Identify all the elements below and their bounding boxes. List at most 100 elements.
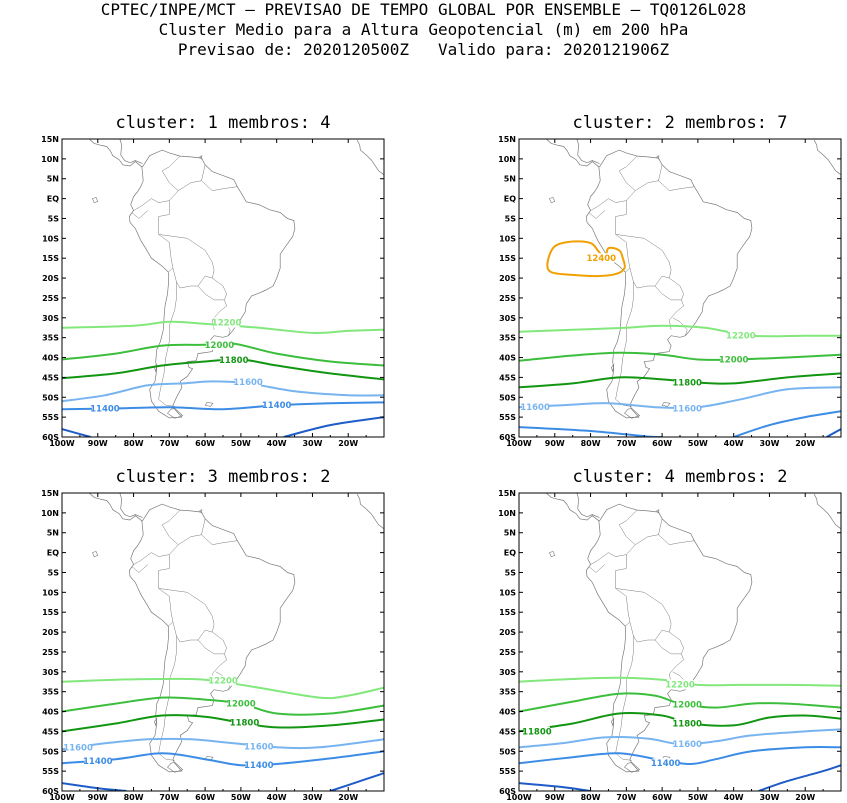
map-frame [518, 138, 842, 438]
lat-tick-label: 10N [41, 509, 59, 518]
contour-11200 [283, 416, 384, 437]
lat-tick-label: 5N [47, 529, 59, 538]
coastline-africa [356, 494, 384, 530]
island-outline [167, 762, 184, 773]
lat-tick-label: 50S [42, 747, 59, 756]
panel-4-title: cluster: 4 membros: 2 [572, 467, 788, 487]
country-border [212, 299, 227, 330]
country-border [608, 155, 638, 203]
lon-tick-label: 20W [795, 439, 815, 448]
country-border [669, 653, 684, 684]
lat-tick-label: 40S [499, 354, 516, 363]
header-title-line3: Previsao de: 2020120500Z Valido para: 20… [177, 40, 670, 59]
country-border [201, 180, 238, 191]
contour-label: 11600 [233, 378, 263, 388]
coastline-africa [813, 140, 841, 176]
header-title-line1: CPTEC/INPE/MCT — PREVISAO DE TEMPO GLOBA… [100, 0, 747, 19]
lon-tick-label: 30W [302, 793, 322, 802]
country-border [629, 622, 670, 643]
contour-11200 [62, 782, 127, 791]
country-border [615, 234, 672, 279]
coastline-south-america [585, 503, 753, 773]
coastline-south-america [128, 149, 296, 419]
contour-label: 11600 [244, 742, 274, 752]
lat-tick-label: 50S [499, 747, 516, 756]
lat-tick-label: 15N [41, 489, 59, 498]
contour-label: 11800 [672, 719, 702, 729]
country-border [654, 277, 684, 301]
country-border [172, 268, 213, 289]
lon-tick-label: 50W [231, 439, 251, 448]
lat-tick-label: EQ [47, 195, 59, 204]
island-outline [199, 509, 203, 514]
lat-tick-label: 40S [42, 354, 59, 363]
contour-label: 11400 [651, 759, 681, 769]
lat-tick-label: 35S [42, 688, 59, 697]
lon-tick-label: 80W [581, 793, 601, 802]
country-border [197, 277, 227, 301]
island-outline [656, 155, 660, 160]
lat-tick-label: 50S [42, 393, 59, 402]
lat-tick-label: EQ [47, 549, 59, 558]
lat-tick-label: 15S [42, 608, 59, 617]
lon-tick-label: 60W [652, 439, 672, 448]
lon-tick-label: 70W [159, 793, 179, 802]
lat-tick-label: 5S [505, 214, 517, 223]
country-border [635, 518, 663, 545]
lon-tick-label: 60W [195, 439, 215, 448]
country-border [158, 234, 215, 279]
island-outline [610, 717, 615, 727]
contour-11400 [733, 410, 841, 437]
lat-tick-label: 5N [504, 175, 516, 184]
country-border [158, 554, 174, 627]
country-border [590, 198, 609, 211]
country-border [658, 534, 695, 545]
contour-11200 [329, 772, 384, 791]
lon-tick-label: 80W [581, 439, 601, 448]
lon-tick-label: 70W [616, 439, 636, 448]
lat-tick-label: 55S [499, 413, 516, 422]
lon-tick-label: 20W [338, 793, 358, 802]
lat-tick-label: 10N [498, 155, 516, 164]
contour-label: 11400 [90, 404, 120, 414]
lat-tick-label: 35S [42, 334, 59, 343]
contour-label: 11800 [522, 727, 552, 737]
map-panel-2: 12400 12200 12000 11800 11600 11600 15N 10N 5N EQ… [498, 135, 842, 448]
country-border [615, 282, 634, 407]
contour-12000 [519, 351, 841, 362]
lat-tick-label: 50S [499, 393, 516, 402]
lat-tick-label: 45S [42, 727, 59, 736]
island-outline [624, 762, 641, 773]
lat-tick-label: 35S [499, 688, 516, 697]
country-border [588, 210, 606, 219]
lat-tick-label: 10S [499, 234, 516, 243]
coastline-central-america [88, 139, 143, 168]
contour-label: 11800 [672, 379, 702, 389]
contour-11200 [758, 764, 841, 791]
contour-label: 12000 [226, 700, 256, 710]
lon-tick-label: 90W [545, 793, 565, 802]
country-border [151, 509, 181, 557]
country-border [615, 588, 672, 633]
island-outline [91, 551, 99, 557]
lon-tick-label: 50W [688, 793, 708, 802]
country-border [178, 164, 206, 191]
country-border [635, 164, 663, 191]
island-outline [116, 107, 154, 119]
country-border [615, 554, 631, 627]
country-border [158, 636, 177, 761]
lat-tick-label: 15N [498, 135, 516, 144]
coastline-central-america [88, 493, 143, 522]
country-border [615, 636, 634, 761]
lon-tick-label: 100W [49, 793, 75, 802]
map-frame [61, 138, 385, 438]
lon-tick-label: 70W [616, 793, 636, 802]
lat-tick-label: 45S [499, 727, 516, 736]
lon-tick-label: 90W [545, 439, 565, 448]
lat-tick-label: 55S [499, 767, 516, 776]
country-border [158, 200, 174, 273]
country-border [629, 268, 670, 289]
lat-tick-label: 15S [42, 254, 59, 263]
lat-tick-label: 5S [48, 568, 60, 577]
country-border [172, 622, 213, 643]
